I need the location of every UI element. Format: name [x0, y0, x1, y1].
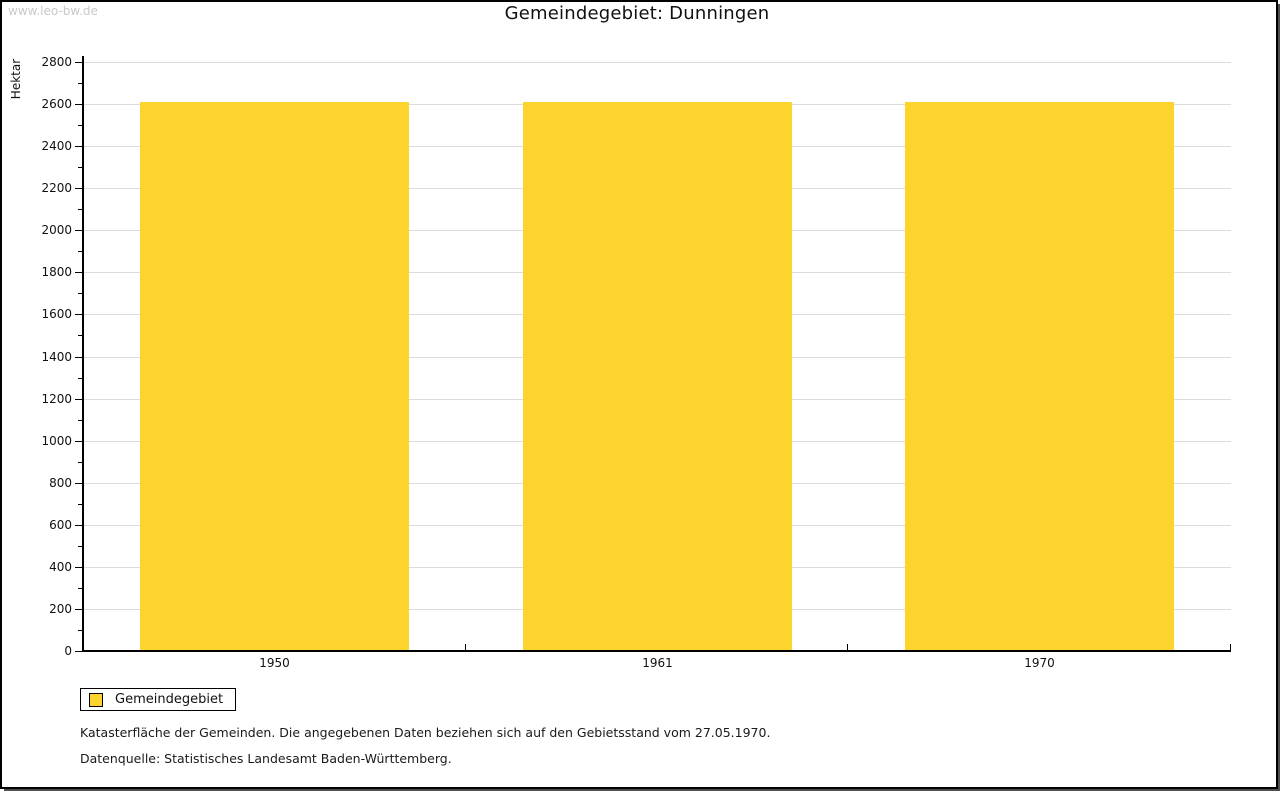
- y-tick: [78, 125, 82, 127]
- x-tick-label: 1950: [259, 656, 290, 670]
- y-tick-label: 1200: [41, 391, 72, 406]
- x-tick: [1230, 644, 1231, 650]
- y-tick: [78, 293, 82, 295]
- y-tick-label: 1600: [41, 307, 72, 322]
- watermark: www.leo-bw.de: [8, 4, 98, 18]
- y-tick: [78, 251, 82, 253]
- y-tick: [75, 230, 82, 232]
- y-tick: [75, 104, 82, 106]
- y-tick-label: 1000: [41, 433, 72, 448]
- y-tick-label: 400: [49, 559, 72, 574]
- y-tick: [75, 482, 82, 484]
- y-tick: [75, 272, 82, 274]
- y-tick-label: 2800: [41, 55, 72, 69]
- y-tick: [75, 314, 82, 316]
- x-tick: [82, 644, 83, 650]
- footnote-source: Datenquelle: Statistisches Landesamt Bad…: [80, 751, 452, 766]
- y-tick: [75, 356, 82, 358]
- y-tick: [75, 524, 82, 526]
- x-tick-label: 1970: [1024, 656, 1055, 670]
- y-tick: [78, 419, 82, 421]
- y-tick-label: 2000: [41, 223, 72, 238]
- y-tick: [75, 146, 82, 148]
- y-tick-label: 600: [49, 517, 72, 532]
- y-axis-title: Hektar: [9, 58, 23, 100]
- y-tick: [78, 629, 82, 631]
- legend-swatch-icon: [89, 692, 103, 707]
- y-tick: [75, 608, 82, 610]
- x-axis-line: [82, 650, 1231, 652]
- x-tick: [465, 644, 466, 650]
- y-tick: [78, 209, 82, 211]
- y-tick: [78, 167, 82, 169]
- y-tick: [75, 651, 82, 652]
- y-tick-label: 2400: [41, 139, 72, 154]
- bar-1950: [140, 101, 409, 650]
- y-tick: [75, 398, 82, 400]
- chart-title: Gemeindegebiet: Dunningen: [504, 3, 770, 24]
- y-tick-label: 2200: [41, 181, 72, 196]
- bar-1970: [905, 101, 1174, 650]
- x-tick-label: 1961: [642, 656, 673, 670]
- y-tick: [78, 545, 82, 547]
- bar-1961: [523, 101, 792, 650]
- y-tick-label: 1400: [41, 349, 72, 364]
- y-tick-label: 800: [49, 475, 72, 490]
- gridline: [84, 62, 1231, 63]
- y-tick: [75, 188, 82, 190]
- y-tick-label: 1800: [41, 265, 72, 280]
- y-tick: [78, 461, 82, 463]
- y-tick: [78, 503, 82, 505]
- y-tick: [75, 566, 82, 568]
- y-tick: [78, 587, 82, 589]
- legend-label: Gemeindegebiet: [115, 692, 224, 707]
- y-tick: [78, 335, 82, 337]
- y-tick-label: 2600: [41, 97, 72, 112]
- legend-box: Gemeindegebiet: [80, 688, 237, 711]
- footnote-description: Katasterfläche der Gemeinden. Die angege…: [80, 725, 771, 740]
- y-tick-label: 200: [49, 601, 72, 616]
- y-tick: [75, 440, 82, 442]
- y-tick-label: 0: [64, 644, 72, 658]
- y-axis-line: [82, 56, 84, 651]
- y-tick: [75, 62, 82, 63]
- x-tick: [847, 644, 848, 650]
- y-tick: [78, 377, 82, 379]
- y-tick: [78, 83, 82, 85]
